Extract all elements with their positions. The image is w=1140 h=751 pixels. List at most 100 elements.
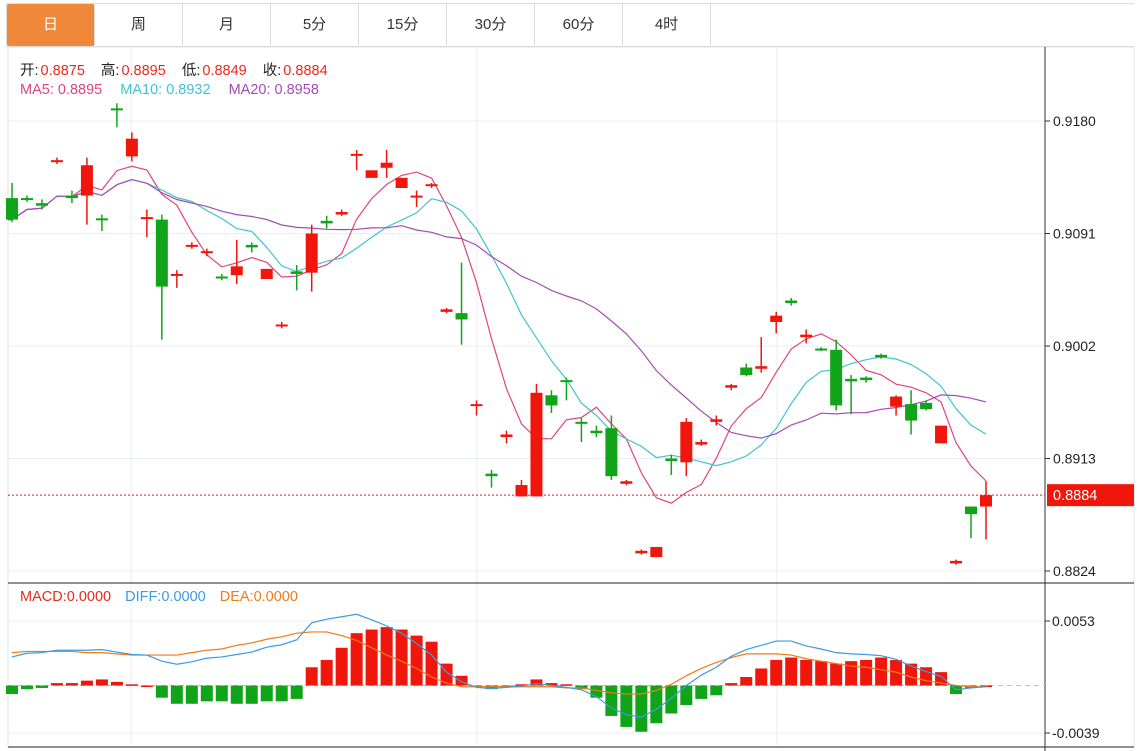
candle-up [650,546,663,558]
macd-bar [545,683,558,686]
macd-bar [110,681,123,686]
macd-bar [875,657,888,686]
ma5-value: MA5: 0.8895 [20,82,103,98]
candle-down [965,506,978,515]
diff-line [11,613,987,718]
candle-up [50,160,63,163]
macd-bar [830,663,843,686]
candle-down [575,421,588,424]
candle-up [935,425,948,444]
ma5-line [8,165,987,504]
candle-down [740,367,753,376]
macd-bar [65,683,78,686]
macd-bar [860,659,873,686]
dea-line [11,631,986,695]
candle-down [155,219,168,287]
macd-bar [395,629,408,686]
candle-up [980,495,992,507]
candle-down [665,458,678,462]
macd-bar [335,647,348,686]
macd-bar [215,685,228,702]
macd-bar [350,633,363,686]
ma-legend: MA5: 0.8895 MA10: 0.8932 MA20: 0.8958 [20,82,321,98]
tab-week[interactable]: 周 [95,4,183,46]
high-label: 高: [100,63,120,79]
candle-down [6,198,18,220]
candle-down [65,195,78,199]
candle-down [560,380,573,383]
macd-tick-label: 0.0053 [1052,613,1095,629]
candle-up [335,212,348,215]
tab-30min[interactable]: 30分 [447,4,535,46]
macd-bar [125,684,138,686]
macd-bar [245,685,258,704]
macd-bar [275,685,288,702]
candle-down [95,218,108,221]
candle-up [950,560,963,564]
macd-bar [6,685,18,695]
tab-5min[interactable]: 5分 [271,4,359,46]
macd-bar [35,685,48,688]
candle-up [305,233,318,273]
macd-bar [800,659,813,686]
macd-bar [185,685,198,704]
tab-15min[interactable]: 15分 [359,4,447,46]
candle-up [200,251,213,254]
macd-bar [305,667,318,686]
close-label: 收: [262,63,282,79]
candle-down [35,203,48,206]
candle-up [440,309,453,312]
macd-bar [230,685,243,704]
macd-bar [725,683,738,686]
macd-bar [485,685,498,690]
candle-up [185,244,198,247]
macd-bar [680,685,693,705]
candle-up [410,195,423,198]
candle-up [500,434,513,438]
tab-4hour[interactable]: 4时 [623,4,711,46]
candle-up [635,550,648,554]
macd-bar [260,685,273,702]
tab-month[interactable]: 月 [183,4,271,46]
macd-bar [455,675,468,686]
ma10-line [8,178,987,467]
candle-up [530,392,543,497]
macd-tick-label: -0.0039 [1052,725,1100,741]
open-label: 开: [20,63,39,79]
high-value: 0.8895 [121,63,166,79]
candle-down [110,108,123,111]
candle-down [245,244,258,248]
low-value: 0.8849 [202,63,247,79]
candle-down [785,300,798,304]
price-tick-label: 0.9002 [1053,338,1096,354]
tab-day[interactable]: 日 [7,4,95,46]
macd-value: MACD:0.0000 [20,589,112,605]
macd-bar [785,657,798,686]
candle-up [350,153,363,156]
candle-down [605,428,618,477]
macd-bar [740,677,753,686]
diff-value: DIFF:0.0000 [125,589,206,605]
candle-up [260,268,273,280]
macd-bar [140,685,153,688]
macd-bar [755,668,768,686]
ohlc-legend: 开: 0.8875 高: 0.8895 低: 0.8849 收: 0.8884 [20,59,330,80]
low-label: 低: [181,63,201,79]
ma20-value: MA20: 0.8958 [228,82,319,98]
candle-up [695,442,708,445]
macd-bar [770,659,783,686]
candle-up [800,334,813,338]
macd-bar [605,685,618,716]
macd-bar [560,684,573,686]
macd-legend: MACD:0.0000 DIFF:0.0000 DEA:0.0000 [20,589,298,605]
candle-up [395,177,408,188]
candle-down [815,348,828,351]
macd-bar [50,683,63,686]
candle-up [725,385,738,388]
candle-up [425,184,438,187]
tab-60min[interactable]: 60分 [535,4,623,46]
macd-bar [410,635,423,686]
candle-down [875,354,888,358]
ma10-value: MA10: 0.8932 [120,82,211,98]
